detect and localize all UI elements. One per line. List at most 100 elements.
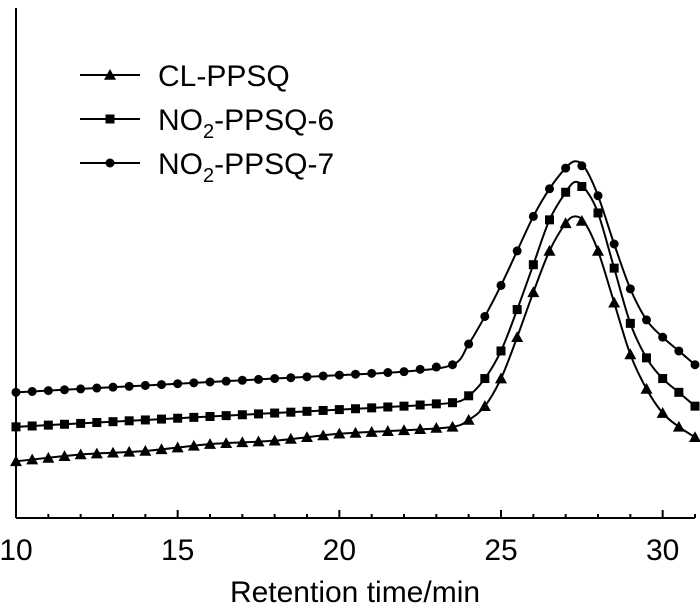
x-axis-title: Retention time/min — [230, 576, 480, 609]
data-point — [399, 401, 409, 411]
data-point — [543, 244, 556, 256]
data-point — [528, 211, 538, 221]
data-point — [625, 318, 635, 328]
data-point — [381, 425, 394, 436]
data-point — [625, 284, 635, 294]
legend-marker — [104, 69, 116, 80]
data-point — [430, 422, 443, 433]
data-point — [592, 244, 604, 256]
data-point — [609, 263, 619, 273]
data-point — [577, 182, 587, 191]
data-point — [399, 367, 409, 377]
data-point — [220, 437, 233, 449]
data-point — [512, 305, 522, 315]
data-point — [92, 383, 102, 393]
data-point — [74, 448, 87, 460]
data-point — [334, 370, 344, 380]
data-point — [286, 407, 296, 417]
data-point — [124, 381, 134, 391]
data-point — [26, 453, 39, 465]
data-point — [27, 421, 37, 431]
data-point — [270, 374, 280, 384]
data-point — [658, 332, 668, 342]
legend-label-tail: -PPSQ-7 — [214, 148, 334, 181]
x-tick-label: 20 — [323, 534, 356, 567]
data-point — [446, 420, 459, 432]
data-point — [268, 434, 281, 446]
x-tick-label: 30 — [646, 534, 679, 567]
data-point — [561, 163, 571, 173]
series-line — [15, 215, 696, 463]
data-point — [42, 451, 55, 463]
data-point — [43, 420, 53, 430]
x-tick-label: 10 — [0, 534, 33, 567]
data-point — [286, 373, 296, 383]
data-point — [495, 372, 507, 384]
data-point — [173, 379, 183, 389]
legend-label-tail: -PPSQ-6 — [214, 104, 334, 137]
data-point — [545, 184, 554, 194]
data-point — [674, 387, 684, 397]
data-point — [187, 439, 200, 451]
legend-label: NO2-PPSQ-6 — [158, 104, 334, 143]
data-point — [334, 405, 344, 415]
data-point — [254, 409, 263, 419]
data-point — [690, 401, 700, 411]
data-point — [205, 377, 215, 387]
data-point — [414, 423, 427, 434]
data-point — [511, 331, 524, 342]
x-tick-label: 15 — [161, 534, 194, 567]
data-point — [254, 374, 263, 384]
data-point — [123, 445, 136, 457]
series-line — [15, 160, 696, 394]
data-point — [92, 418, 102, 428]
data-point — [318, 405, 328, 415]
data-point — [431, 362, 441, 372]
data-point — [642, 353, 651, 363]
data-point — [496, 280, 506, 290]
data-point — [527, 286, 540, 298]
data-point — [318, 371, 328, 381]
legend-marker — [105, 158, 115, 168]
data-point — [351, 369, 360, 379]
data-point — [237, 375, 247, 385]
series-0 — [10, 215, 700, 467]
x-tick-label: 25 — [484, 534, 517, 567]
data-point — [656, 407, 669, 418]
legend-item: NO2-PPSQ-7 — [80, 148, 334, 187]
data-point — [367, 368, 377, 378]
data-point — [173, 413, 183, 423]
data-point — [317, 429, 330, 441]
legend-label: NO2-PPSQ-7 — [158, 148, 334, 187]
data-point — [108, 382, 118, 392]
legend-label-main: NO — [158, 104, 203, 137]
series-line — [15, 180, 696, 428]
legend-label-main: CL-PPSQ — [158, 60, 290, 93]
data-point — [76, 384, 86, 394]
data-point — [642, 315, 651, 325]
data-point — [462, 413, 475, 425]
data-point — [333, 427, 346, 439]
data-point — [90, 447, 103, 459]
data-point — [640, 382, 653, 394]
data-point — [270, 408, 280, 418]
data-point — [577, 161, 587, 171]
data-point — [608, 296, 621, 308]
data-point — [157, 380, 166, 390]
legend-label-main: NO — [158, 148, 203, 181]
data-point — [398, 424, 410, 436]
data-point — [139, 445, 152, 456]
data-point — [690, 360, 700, 370]
data-point — [559, 217, 572, 229]
legend-marker — [105, 114, 115, 124]
data-point — [448, 360, 457, 370]
data-point — [76, 418, 86, 428]
data-point — [155, 443, 168, 455]
data-point — [464, 339, 474, 349]
data-point — [301, 431, 313, 442]
data-point — [593, 191, 603, 201]
data-point — [237, 410, 247, 420]
data-point — [496, 346, 506, 356]
data-point — [171, 441, 184, 453]
